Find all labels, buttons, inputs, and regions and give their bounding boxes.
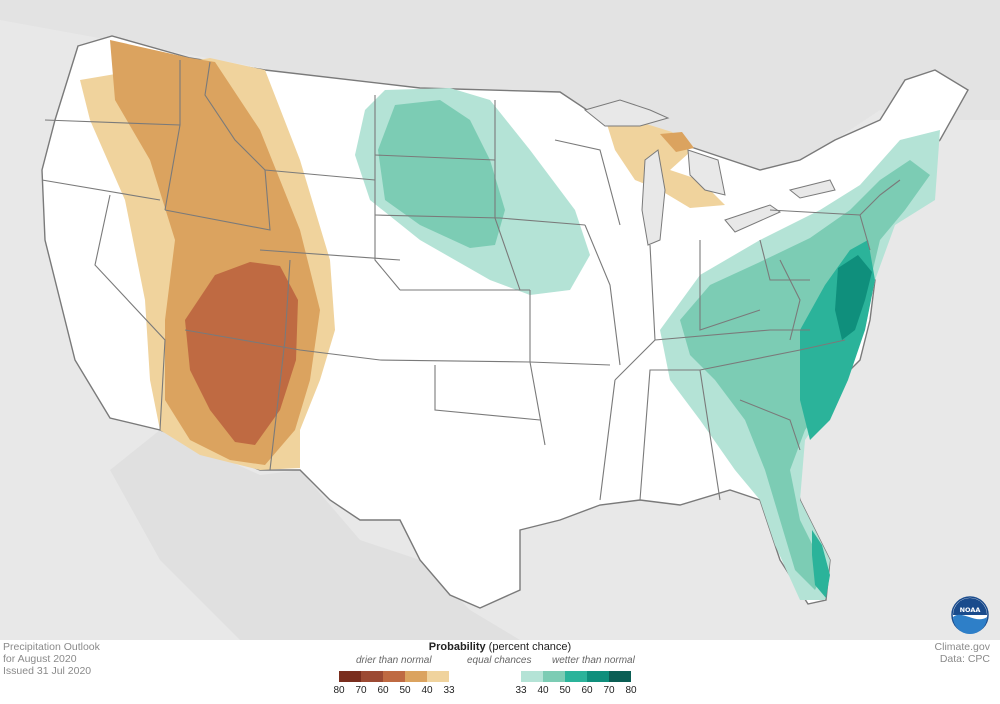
state-borders: [41, 60, 901, 501]
legend-swatch-dry-4: [427, 671, 449, 682]
legend-tick-dry-1: 70: [355, 685, 367, 696]
legend-tick-wet-3: 60: [581, 685, 593, 696]
legend-tick-dry-5: 33: [443, 685, 455, 696]
legend-title-bold: Probability: [428, 641, 486, 653]
source-site: Climate.gov: [934, 641, 990, 653]
legend-tick-dry-0: 80: [333, 685, 345, 696]
map-credit-right: Climate.gov Data: CPC: [935, 641, 990, 665]
dry-zone-michigan-40: [660, 132, 694, 152]
legend-swatch-dry-3: [405, 671, 427, 682]
legend-tick-wet-1: 40: [537, 685, 549, 696]
noaa-logo-icon: NOAA: [951, 596, 989, 634]
legend-tick-wet-0: 33: [515, 685, 527, 696]
legend-tick-dry-2: 60: [377, 685, 389, 696]
legend-swatch-dry-2: [383, 671, 405, 682]
legend-tick-wet-2: 50: [559, 685, 571, 696]
wet-zone-plains-40: [378, 100, 505, 248]
legend-swatch-wet-1: [543, 671, 565, 682]
legend-swatch-dry-0: [339, 671, 361, 682]
legend-swatch-wet-0: [521, 671, 543, 682]
footer: Precipitation Outlook for August 2020 Is…: [0, 640, 1000, 704]
wet-zone-florida-50: [812, 530, 830, 598]
legend-equal-label: equal chances: [467, 655, 532, 666]
legend-swatch-equal: [449, 671, 521, 682]
lake-superior: [583, 99, 670, 127]
legend-swatch-dry-1: [361, 671, 383, 682]
lake-erie: [724, 204, 782, 233]
legend-title: Probability (percent chance): [380, 641, 620, 653]
outlook-period: for August 2020: [3, 653, 77, 665]
issued-date: Issued 31 Jul 2020: [3, 665, 92, 677]
legend-swatch-wet-3: [587, 671, 609, 682]
lake-huron: [687, 149, 726, 196]
legend-tick-dry-3: 50: [399, 685, 411, 696]
lake-ontario: [788, 179, 836, 199]
lake-michigan: [641, 149, 666, 246]
svg-text:NOAA: NOAA: [960, 606, 981, 614]
map-credit-left: Precipitation Outlook for August 2020 Is…: [3, 641, 100, 677]
outlook-title: Precipitation Outlook: [3, 641, 100, 653]
data-source: Data: CPC: [939, 653, 990, 665]
mexico-landmass: [110, 430, 520, 640]
wet-zone-east-60: [835, 255, 872, 340]
precipitation-outlook-map: NOAA: [0, 0, 1000, 640]
canada-landmass: [0, 0, 1000, 215]
legend-tick-wet-5: 80: [625, 685, 637, 696]
legend-tick-wet-4: 70: [603, 685, 615, 696]
legend-tick-dry-4: 40: [421, 685, 433, 696]
legend-wetter-label: wetter than normal: [552, 655, 635, 666]
legend-swatch-wet-4: [609, 671, 631, 682]
dry-zone-50: [185, 262, 298, 445]
dry-zone-michigan: [605, 118, 725, 208]
legend-title-rest: (percent chance): [485, 641, 572, 653]
legend-swatch-wet-2: [565, 671, 587, 682]
legend-drier-label: drier than normal: [356, 655, 432, 666]
